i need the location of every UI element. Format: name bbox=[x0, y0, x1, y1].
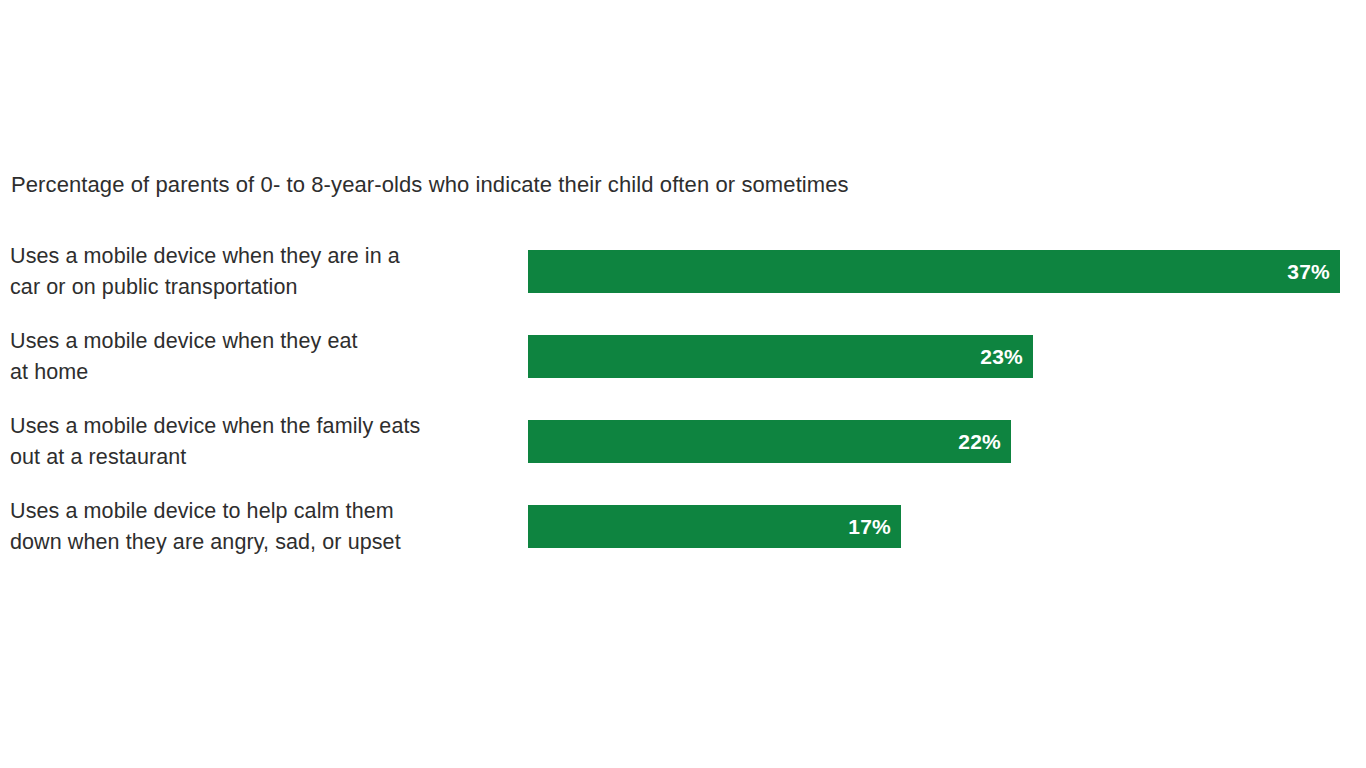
chart-row: Uses a mobile device when the family eat… bbox=[0, 420, 1366, 463]
chart-row: Uses a mobile device when they eat at ho… bbox=[0, 335, 1366, 378]
chart-row: Uses a mobile device when they are in a … bbox=[0, 250, 1366, 293]
category-label-line: out at a restaurant bbox=[10, 442, 515, 473]
category-label: Uses a mobile device when they eat at ho… bbox=[10, 326, 515, 388]
category-label-line: Uses a mobile device when they eat bbox=[10, 326, 515, 357]
bar-value-label: 17% bbox=[848, 515, 891, 539]
bar: 22% bbox=[528, 420, 1011, 463]
category-label-line: Uses a mobile device when the family eat… bbox=[10, 411, 515, 442]
bar-track: 17% bbox=[528, 505, 1340, 548]
bar-value-label: 23% bbox=[980, 345, 1023, 369]
bar-track: 23% bbox=[528, 335, 1340, 378]
bar-track: 37% bbox=[528, 250, 1340, 293]
bar: 23% bbox=[528, 335, 1033, 378]
category-label: Uses a mobile device when they are in a … bbox=[10, 241, 515, 303]
category-label-line: down when they are angry, sad, or upset bbox=[10, 527, 515, 558]
bar-value-label: 37% bbox=[1287, 260, 1330, 284]
bar-chart-figure: Percentage of parents of 0- to 8-year-ol… bbox=[0, 0, 1366, 768]
bar-track: 22% bbox=[528, 420, 1340, 463]
chart-title: Percentage of parents of 0- to 8-year-ol… bbox=[11, 172, 849, 198]
category-label-line: car or on public transportation bbox=[10, 272, 515, 303]
category-label-line: Uses a mobile device when they are in a bbox=[10, 241, 515, 272]
bar: 17% bbox=[528, 505, 901, 548]
category-label-line: at home bbox=[10, 357, 515, 388]
category-label: Uses a mobile device to help calm them d… bbox=[10, 496, 515, 558]
bar-value-label: 22% bbox=[958, 430, 1001, 454]
category-label: Uses a mobile device when the family eat… bbox=[10, 411, 515, 473]
bar: 37% bbox=[528, 250, 1340, 293]
category-label-line: Uses a mobile device to help calm them bbox=[10, 496, 515, 527]
chart-row: Uses a mobile device to help calm them d… bbox=[0, 505, 1366, 548]
